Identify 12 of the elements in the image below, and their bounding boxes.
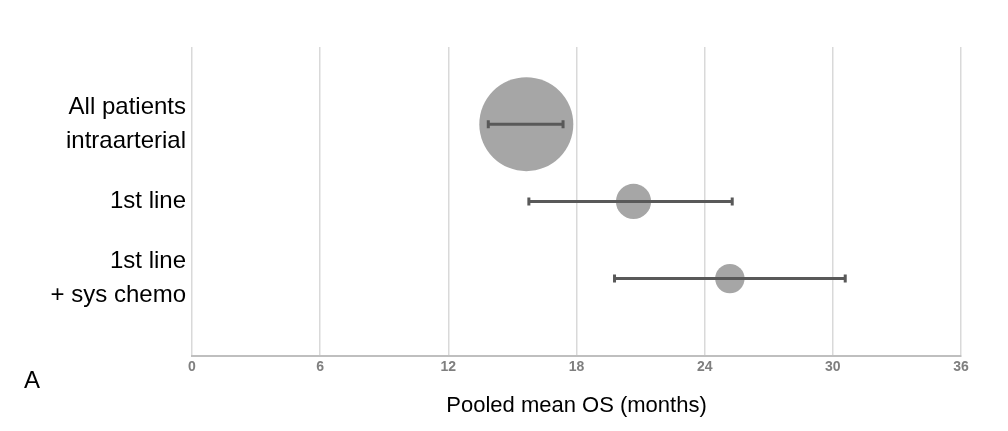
text: A [24,366,41,393]
x-tick-label: 12 [440,358,457,375]
x-tick-label: 24 [696,358,713,375]
x-tick-label: 6 [316,358,325,375]
x-tick-label: 18 [568,358,585,375]
y-tick-label: All patients intraarterial [65,92,186,153]
x-tick-label: 0 [188,358,197,375]
x-tick-label: 36 [953,358,969,375]
x-tick-label: 30 [825,358,841,375]
y-tick-label: 1st line [109,186,186,214]
y-tick-label: 1st line + sys chemo [50,246,186,308]
x-axis-title: Pooled mean OS (months) [446,391,707,417]
